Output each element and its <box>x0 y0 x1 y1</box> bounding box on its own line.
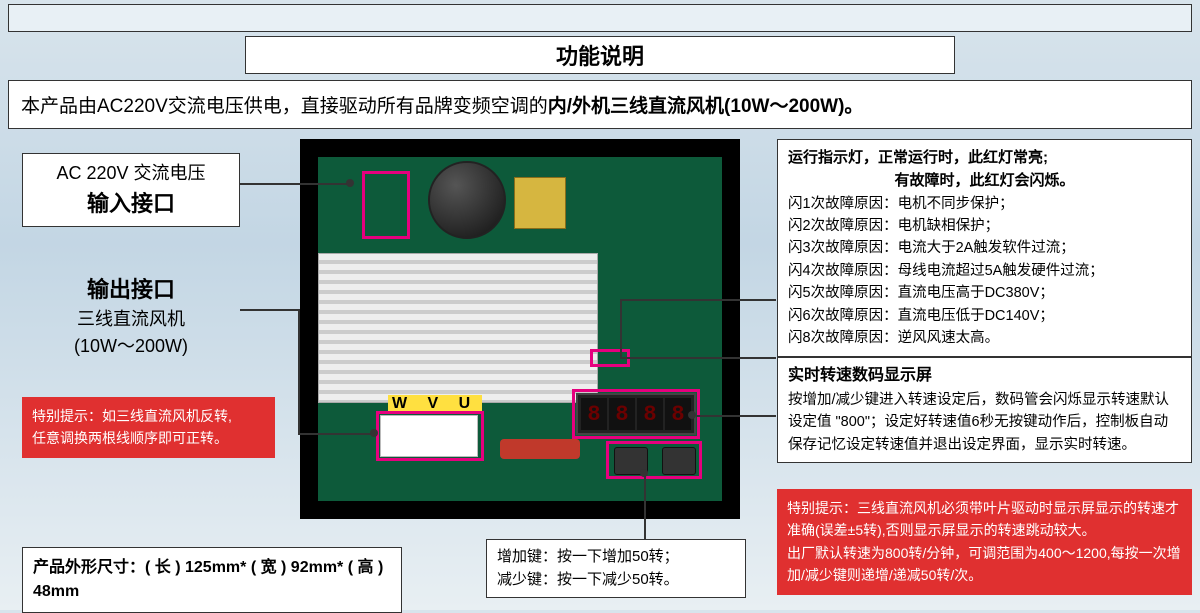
title: 功能说明 <box>245 36 955 74</box>
highlight-output <box>376 411 484 461</box>
line-led-h <box>620 299 776 301</box>
line-out-v <box>298 309 300 433</box>
transformer-icon <box>514 177 566 229</box>
pcb-board: W V U 8 8 8 8 <box>318 157 722 501</box>
led-h2: 有故障时，此红灯会闪烁。 <box>788 169 1181 192</box>
dot-rpm <box>688 411 696 419</box>
led-callout: 运行指示灯，正常运行时，此红灯常亮; 有故障时，此红灯会闪烁。 闪1次故障原因：… <box>777 139 1192 357</box>
tip-left: 特别提示：如三线直流风机反转, 任意调换两根线顺序即可正转。 <box>22 397 275 458</box>
led-r6: 闪8次故障原因：逆风风速太高。 <box>788 327 1181 349</box>
out-line1: 输出接口 <box>32 273 230 306</box>
red-component-icon <box>500 439 580 459</box>
led-r0: 闪1次故障原因：电机不同步保护； <box>788 193 1181 215</box>
keys-callout: 增加键：按一下增加50转； 减少键：按一下减少50转。 <box>486 539 746 598</box>
rpm-body: 按增加/减少键进入转速设定后，数码管会闪烁显示转速默认设定值 "800"；设定好… <box>788 389 1181 456</box>
led-r4: 闪5次故障原因：直流电压高于DC380V； <box>788 282 1181 304</box>
output-callout: 输出接口 三线直流风机 (10W～200W) <box>22 267 240 366</box>
tip-left-l2: 任意调换两根线顺序即可正转。 <box>32 427 265 449</box>
led-h1: 运行指示灯，正常运行时，此红灯常亮; <box>788 146 1181 169</box>
led-r1: 闪2次故障原因：电机缺相保护； <box>788 215 1181 237</box>
keys-l2: 减少键：按一下减少50转。 <box>497 569 735 592</box>
line-out-h2 <box>298 433 372 435</box>
line-led-v <box>620 299 622 359</box>
line-out-h <box>240 309 300 311</box>
main-area: AC 220V 交流电压 输入接口 输出接口 三线直流风机 (10W～200W)… <box>8 139 1192 609</box>
out-line2: 三线直流风机 <box>32 306 230 333</box>
dimensions: 产品外形尺寸：( 长 ) 125mm* ( 宽 ) 92mm* ( 高 ) 48… <box>22 547 402 613</box>
tip-right-l2: 出厂默认转速为800转/分钟，可调范围为400～1200,每按一次增加/减少键则… <box>787 542 1182 587</box>
highlight-ac-input <box>362 171 410 239</box>
heatsink-icon <box>318 253 598 403</box>
desc-bold: 内/外机三线直流风机(10W～200W)。 <box>548 96 864 117</box>
tip-right-l1: 特别提示：三线直流风机必须带叶片驱动时显示屏显示的转速才准确(误差±5转),否则… <box>787 497 1182 542</box>
pcb-photo: W V U 8 8 8 8 <box>300 139 740 519</box>
dot-out <box>370 429 378 437</box>
line-led <box>620 357 776 359</box>
led-r3: 闪4次故障原因：母线电流超过5A触发硬件过流； <box>788 260 1181 282</box>
rpm-heading: 实时转速数码显示屏 <box>788 364 1181 389</box>
led-r5: 闪6次故障原因：直流电压低于DC140V； <box>788 305 1181 327</box>
tip-right: 特别提示：三线直流风机必须带叶片驱动时显示屏显示的转速才准确(误差±5转),否则… <box>777 489 1192 595</box>
highlight-buttons <box>606 441 702 479</box>
ac-line1: AC 220V 交流电压 <box>33 160 229 187</box>
out-line3: (10W～200W) <box>32 333 230 360</box>
top-bar <box>8 4 1192 32</box>
dot-keys <box>640 469 648 477</box>
line-rpm <box>696 415 776 417</box>
keys-l1: 增加键：按一下增加50转； <box>497 546 735 569</box>
rpm-callout: 实时转速数码显示屏 按增加/减少键进入转速设定后，数码管会闪烁显示转速默认设定值… <box>777 357 1192 463</box>
led-r2: 闪3次故障原因：电流大于2A触发软件过流； <box>788 237 1181 259</box>
dot-ac <box>346 179 354 187</box>
highlight-display <box>572 389 700 439</box>
tip-left-l1: 特别提示：如三线直流风机反转, <box>32 405 265 427</box>
description: 本产品由AC220V交流电压供电，直接驱动所有品牌变频空调的内/外机三线直流风机… <box>8 80 1192 129</box>
ac-line2: 输入接口 <box>33 187 229 220</box>
capacitor-icon <box>428 161 506 239</box>
desc-prefix: 本产品由AC220V交流电压供电，直接驱动所有品牌变频空调的 <box>21 96 548 117</box>
line-ac <box>240 183 348 185</box>
line-keys-v <box>644 475 646 539</box>
ac-input-callout: AC 220V 交流电压 输入接口 <box>22 153 240 227</box>
